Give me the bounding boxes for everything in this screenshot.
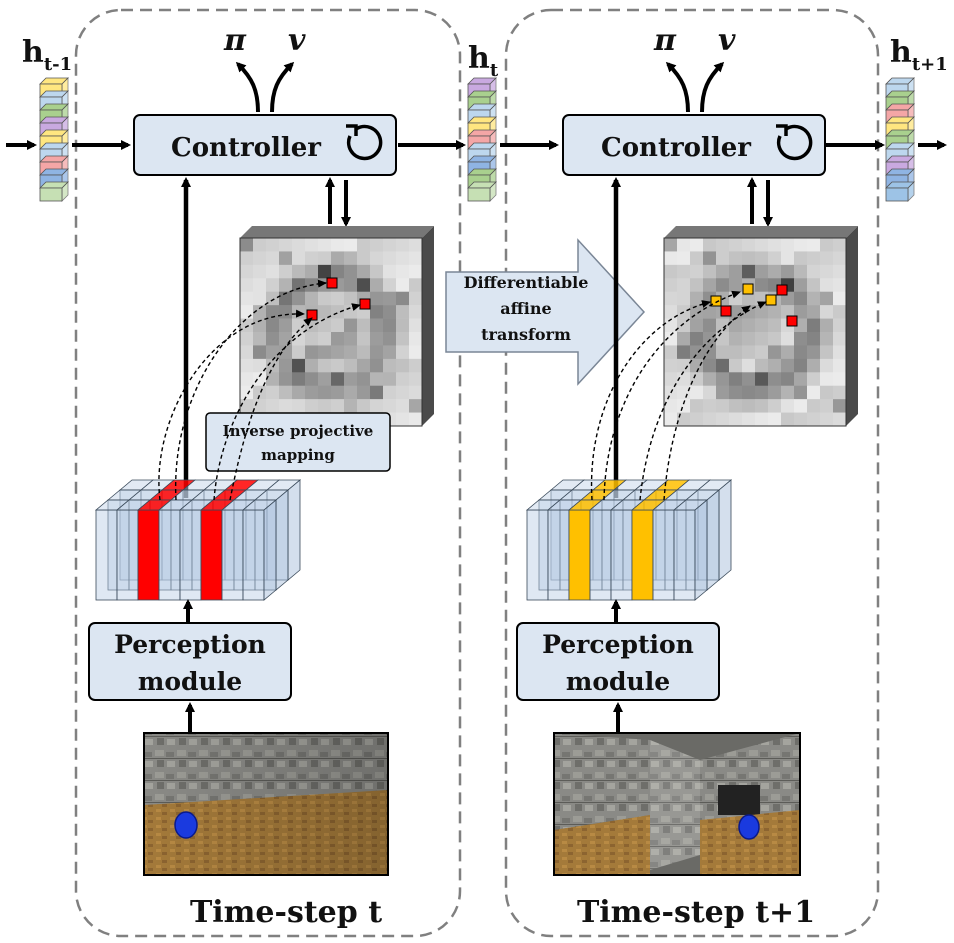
value-arrow-t xyxy=(270,61,295,113)
perception-line2-t-plus-1: module xyxy=(566,667,670,696)
hidden-state-label-t-plus-1: ht+1 xyxy=(890,35,948,75)
policy-arrow-t-plus-1 xyxy=(665,61,690,113)
panel-timestep-t-plus-1 xyxy=(504,8,880,938)
goal-object-t xyxy=(174,811,198,839)
goal-object-t-plus-1 xyxy=(738,814,760,840)
caption-timestep-t-plus-1: Time-step t+1 xyxy=(577,895,815,930)
hidden-state-label-t: ht xyxy=(468,41,499,81)
hidden-state-label-t-minus-1: ht-1 xyxy=(22,35,72,75)
inverse-mapping-line1: Inverse projective xyxy=(223,422,374,440)
controller-box-t-plus-1 xyxy=(562,114,826,176)
policy-label-t-plus-1: π xyxy=(653,23,677,58)
spatial-memory-map-t xyxy=(239,226,434,427)
controller-box-t xyxy=(133,114,397,176)
caption-timestep-t: Time-step t xyxy=(190,895,382,930)
observation-image-t xyxy=(143,732,389,876)
value-arrow-t-plus-1 xyxy=(700,61,725,113)
controller-label-t: Controller xyxy=(171,133,321,163)
observation-image-t-plus-1 xyxy=(553,732,801,876)
recurrence-icon xyxy=(776,124,813,161)
projection-lines-t-plus-1 xyxy=(590,290,767,501)
value-label-t: v xyxy=(288,23,306,58)
perception-line2-t: module xyxy=(138,667,242,696)
perception-line1-t: Perception xyxy=(114,630,266,659)
projection-lines-t xyxy=(158,279,361,501)
spatial-memory-map-t-plus-1 xyxy=(663,226,858,427)
panel-timestep-t xyxy=(74,8,462,938)
value-label-t-plus-1: v xyxy=(718,23,736,58)
policy-label-t: π xyxy=(223,23,247,58)
feature-volume-t xyxy=(94,479,302,601)
hidden-state-vector-t-plus-1 xyxy=(885,77,915,202)
inverse-mapping-line2: mapping xyxy=(261,446,335,464)
perception-box-t xyxy=(88,622,292,701)
feature-volume-t-plus-1 xyxy=(525,479,733,601)
affine-line1: Differentiable xyxy=(464,273,589,292)
hidden-state-vector-t-minus-1 xyxy=(39,77,69,202)
hidden-state-vector-t xyxy=(467,77,497,202)
controller-label-t-plus-1: Controller xyxy=(601,133,751,163)
affine-line2: affine xyxy=(500,299,551,318)
affine-transform-arrow: Differentiable affine transform xyxy=(445,238,646,386)
inverse-mapping-box xyxy=(205,412,391,472)
perception-line1-t-plus-1: Perception xyxy=(542,630,694,659)
recurrence-icon xyxy=(346,124,383,161)
policy-arrow-t xyxy=(235,61,260,113)
perception-box-t-plus-1 xyxy=(516,622,720,701)
affine-line3: transform xyxy=(481,325,571,344)
